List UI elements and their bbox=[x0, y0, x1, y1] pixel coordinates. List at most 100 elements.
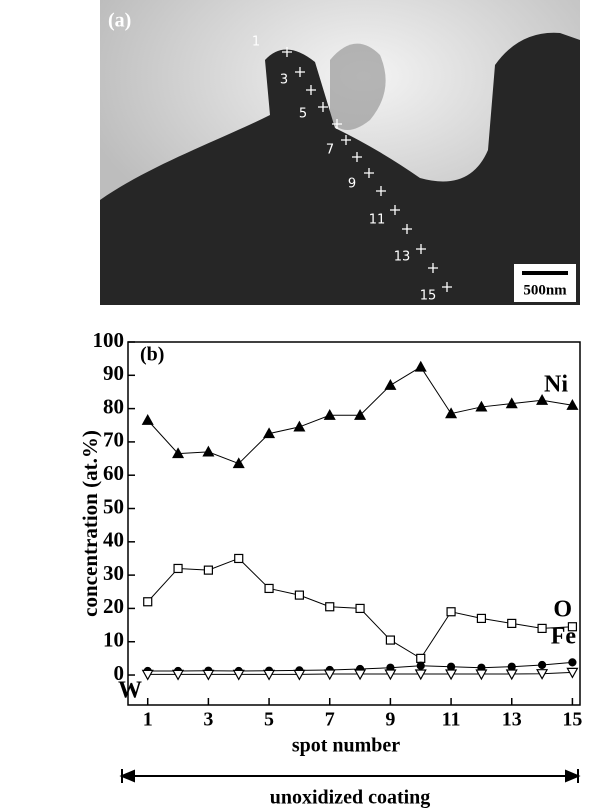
marker bbox=[234, 553, 244, 564]
marker bbox=[172, 669, 185, 681]
marker bbox=[323, 669, 336, 681]
marker bbox=[566, 399, 579, 410]
spot-label: 7 bbox=[326, 143, 334, 158]
y-tick-label: 0 bbox=[114, 661, 125, 685]
y-tick-label: 70 bbox=[103, 428, 124, 452]
micrograph: (a) 500nm bbox=[100, 0, 580, 306]
fuzzy-region bbox=[330, 43, 386, 130]
series-label: Fe bbox=[551, 624, 577, 650]
scale-bar-label: 500nm bbox=[523, 282, 567, 298]
marker bbox=[143, 597, 153, 607]
x-axis-label: spot number bbox=[292, 735, 400, 757]
marker bbox=[567, 622, 578, 632]
spot-label: 11 bbox=[369, 213, 386, 228]
y-axis-label: concentration (at.%) bbox=[78, 430, 102, 617]
marker bbox=[507, 618, 517, 629]
marker bbox=[475, 669, 488, 681]
y-tick-label: 20 bbox=[103, 594, 124, 618]
marker bbox=[202, 445, 215, 457]
y-tick-label: 30 bbox=[103, 561, 124, 585]
marker bbox=[414, 360, 427, 372]
marker bbox=[141, 414, 154, 425]
spot-cross bbox=[428, 263, 438, 273]
range-arrow bbox=[119, 769, 581, 783]
y-tick-label: 50 bbox=[103, 494, 124, 518]
scale-bar-box bbox=[514, 264, 576, 302]
x-tick-label: 5 bbox=[264, 709, 274, 731]
marker bbox=[203, 565, 213, 575]
marker bbox=[141, 669, 154, 681]
spot-label: 15 bbox=[420, 289, 437, 304]
spot-cross bbox=[318, 102, 328, 112]
y-tick-label: 40 bbox=[103, 528, 124, 552]
y-tick-label: 100 bbox=[93, 328, 125, 352]
dark-mass bbox=[100, 32, 580, 306]
marker bbox=[263, 669, 276, 681]
marker bbox=[537, 660, 547, 670]
marker bbox=[172, 447, 185, 459]
marker bbox=[416, 653, 426, 663]
spot-cross bbox=[416, 244, 426, 254]
panel-label: (a) bbox=[108, 10, 131, 32]
marker bbox=[414, 669, 427, 681]
spot-cross bbox=[364, 168, 374, 178]
series-label: W bbox=[118, 678, 142, 704]
marker bbox=[293, 669, 306, 681]
x-tick-label: 15 bbox=[562, 709, 582, 731]
spot-label: 9 bbox=[348, 177, 356, 192]
marker bbox=[355, 603, 365, 614]
marker bbox=[202, 669, 215, 681]
series-label: O bbox=[553, 597, 572, 623]
marker bbox=[325, 602, 335, 612]
spot-cross bbox=[282, 47, 292, 57]
series-label: Ni bbox=[544, 372, 568, 398]
y-tick-label: 10 bbox=[103, 628, 124, 652]
y-tick-label: 80 bbox=[103, 394, 124, 418]
panel-label: (b) bbox=[140, 344, 164, 366]
marker bbox=[536, 394, 549, 405]
x-tick-label: 11 bbox=[442, 709, 461, 731]
spot-cross bbox=[332, 119, 342, 129]
spot-label: 5 bbox=[299, 107, 307, 122]
spot-cross bbox=[341, 135, 351, 145]
spot-cross bbox=[352, 152, 362, 162]
y-tick-label: 60 bbox=[103, 461, 124, 485]
marker bbox=[354, 409, 367, 420]
marker bbox=[476, 613, 487, 624]
marker bbox=[263, 427, 276, 439]
marker bbox=[293, 420, 306, 432]
spot-label: 1 bbox=[252, 35, 260, 50]
marker bbox=[536, 669, 549, 680]
spot-cross bbox=[390, 205, 400, 215]
range-label: unoxidized coating bbox=[270, 787, 431, 809]
marker bbox=[568, 658, 577, 667]
marker bbox=[507, 662, 516, 671]
spot-cross bbox=[402, 224, 412, 234]
marker bbox=[384, 669, 397, 681]
marker bbox=[416, 661, 425, 670]
spot-cross bbox=[376, 186, 386, 196]
marker bbox=[264, 583, 274, 594]
marker bbox=[475, 400, 488, 412]
plot-frame bbox=[127, 341, 581, 706]
marker bbox=[505, 397, 518, 409]
spot-label: 3 bbox=[280, 73, 288, 88]
marker bbox=[384, 379, 397, 390]
marker bbox=[566, 667, 579, 679]
x-tick-label: 3 bbox=[203, 709, 213, 731]
spot-cross bbox=[295, 67, 305, 77]
marker bbox=[232, 457, 245, 469]
marker bbox=[446, 607, 456, 617]
marker bbox=[446, 662, 456, 671]
marker bbox=[505, 669, 518, 681]
x-tick-label: 9 bbox=[385, 709, 395, 731]
x-tick-label: 13 bbox=[502, 709, 522, 731]
marker bbox=[445, 407, 458, 419]
spot-label: 13 bbox=[394, 250, 411, 265]
y-tick-label: 90 bbox=[103, 361, 124, 385]
spot-cross bbox=[442, 282, 452, 292]
marker bbox=[323, 409, 336, 420]
